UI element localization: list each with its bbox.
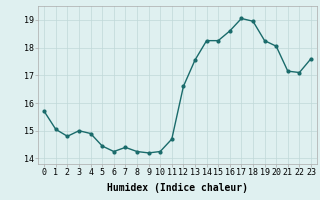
X-axis label: Humidex (Indice chaleur): Humidex (Indice chaleur) (107, 183, 248, 193)
